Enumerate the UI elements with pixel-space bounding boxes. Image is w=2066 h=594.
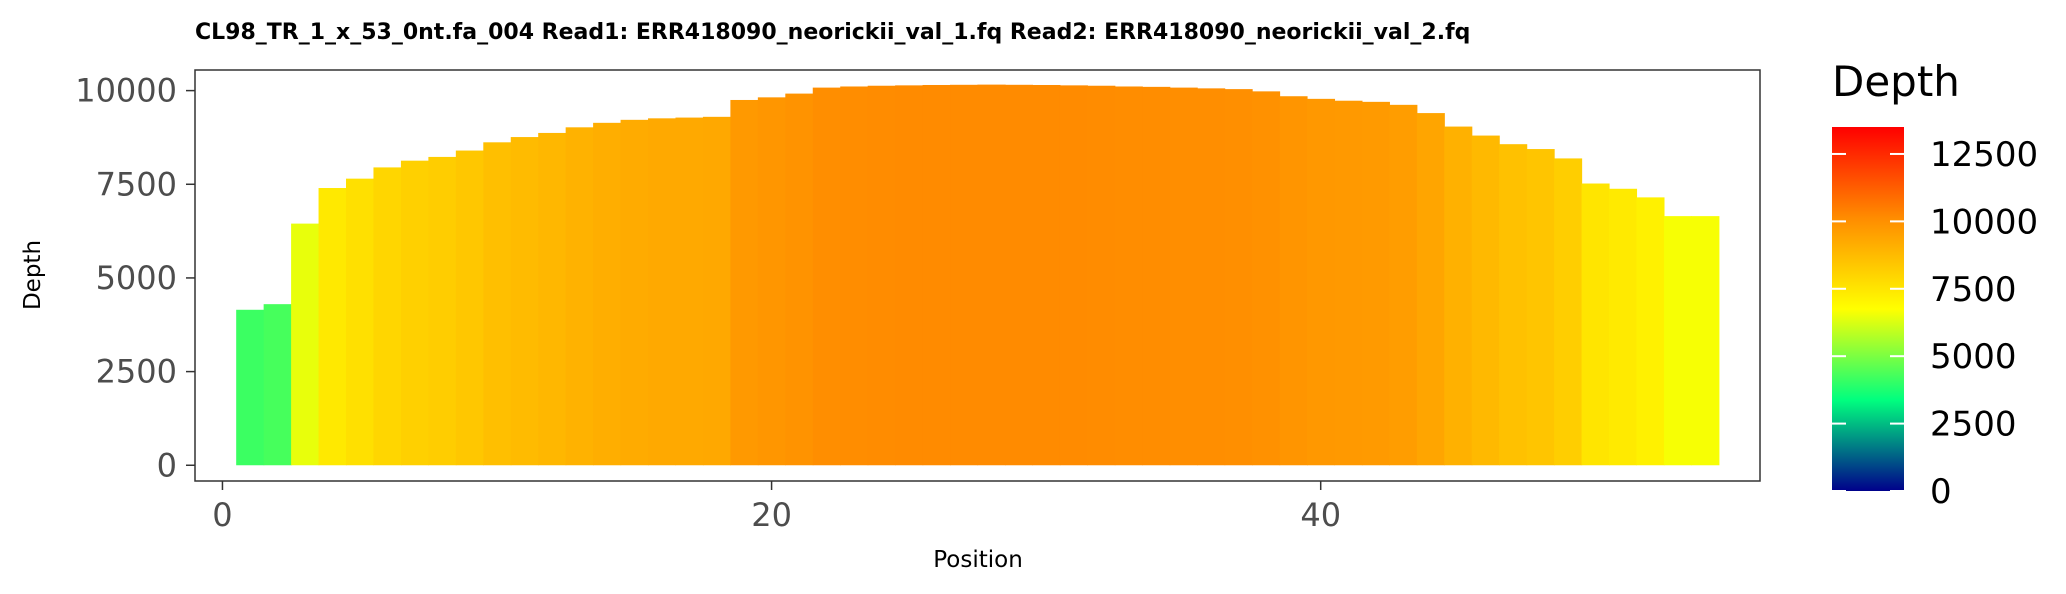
bar	[1142, 86, 1171, 466]
bar	[812, 87, 841, 466]
bar	[1499, 144, 1528, 466]
plot-border	[194, 69, 1761, 482]
bar	[1416, 113, 1445, 466]
bar	[730, 99, 759, 466]
bar	[455, 150, 484, 466]
bar	[1389, 104, 1418, 466]
bar	[757, 97, 786, 466]
legend-ticks: 0 2500 5000 7500 10000 12500	[1832, 135, 2038, 512]
bar	[1334, 100, 1363, 466]
bar	[1636, 197, 1665, 466]
bar	[1471, 135, 1500, 466]
y-tick-label: 5000	[96, 259, 177, 297]
bar	[922, 84, 951, 466]
bars-layer	[236, 84, 1720, 466]
bar	[1197, 88, 1226, 466]
legend-tick-label: 10000	[1930, 202, 2038, 242]
bar	[895, 85, 924, 466]
bar	[1114, 86, 1143, 466]
legend-tick-label: 12500	[1930, 135, 2038, 175]
bar	[565, 127, 594, 466]
bar	[346, 178, 375, 466]
bar	[1252, 91, 1281, 466]
bar	[977, 84, 1006, 466]
bar	[483, 142, 512, 466]
bar	[950, 84, 979, 466]
bar	[702, 116, 731, 466]
bar	[428, 156, 457, 466]
y-axis: 0 2500 5000 7500 10000	[75, 72, 195, 484]
bar	[1306, 98, 1336, 466]
x-tick-label: 40	[1300, 496, 1341, 534]
bar	[1608, 188, 1638, 466]
bar	[1004, 84, 1034, 466]
bar	[1087, 85, 1116, 466]
bar	[1059, 85, 1088, 466]
x-tick-label: 20	[751, 496, 792, 534]
y-tick-label: 0	[157, 446, 177, 484]
bar	[867, 85, 896, 466]
bar	[538, 132, 567, 466]
bar	[593, 122, 622, 466]
bar	[1279, 96, 1308, 466]
x-axis-label: Position	[933, 547, 1023, 573]
legend-tick-label: 2500	[1930, 405, 2017, 445]
bar	[291, 223, 320, 466]
bar	[510, 137, 539, 466]
bar	[1581, 183, 1610, 466]
bar	[1663, 216, 1692, 466]
bar	[620, 119, 649, 466]
y-tick-label: 2500	[96, 353, 177, 391]
chart-title: CL98_TR_1_x_53_0nt.fa_004 Read1: ERR4180…	[195, 20, 1470, 45]
x-axis: 0 20 40	[212, 481, 1341, 534]
plot-panel	[194, 69, 1761, 482]
color-legend: Depth 0 2500 5000 7500 10000 12500	[1832, 57, 2038, 512]
bar	[1526, 149, 1555, 466]
bar	[1361, 101, 1390, 466]
bar	[785, 93, 814, 466]
y-tick-label: 7500	[96, 165, 177, 203]
legend-tick-label: 7500	[1930, 270, 2017, 310]
y-axis-label: Depth	[20, 240, 46, 310]
bar	[1032, 84, 1061, 466]
bar	[318, 188, 347, 466]
bar	[648, 118, 677, 466]
bar	[675, 117, 704, 466]
y-tick-label: 10000	[75, 72, 177, 110]
bar	[1554, 158, 1583, 466]
legend-colorbar	[1832, 127, 1904, 491]
bar	[1691, 216, 1720, 466]
bar	[1444, 126, 1473, 466]
bar	[1169, 87, 1198, 466]
bar	[263, 304, 292, 466]
x-tick-label: 0	[212, 496, 232, 534]
bar	[400, 160, 429, 466]
bar	[373, 167, 402, 466]
bar	[840, 86, 869, 466]
legend-tick-label: 0	[1930, 472, 1952, 512]
legend-title: Depth	[1832, 57, 1960, 106]
bar	[236, 309, 265, 466]
legend-tick-label: 5000	[1930, 337, 2017, 377]
bar	[1224, 89, 1253, 466]
